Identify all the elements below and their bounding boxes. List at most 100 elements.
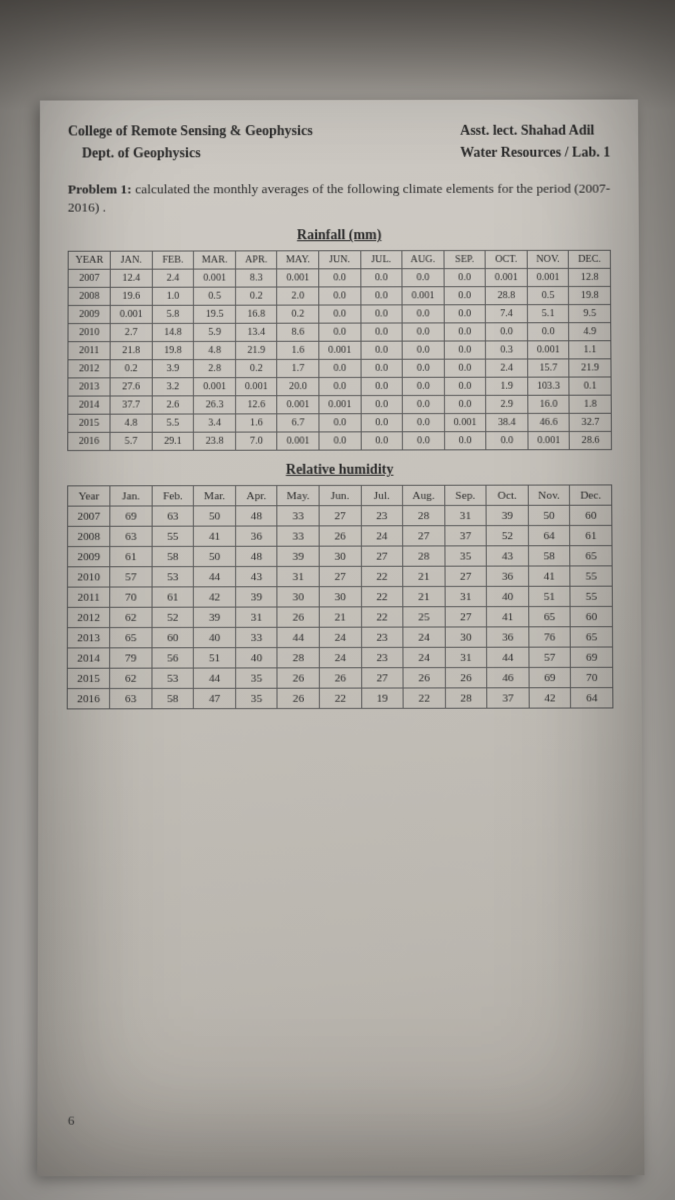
humidity-cell: 39 bbox=[486, 506, 528, 526]
humidity-cell: 58 bbox=[152, 547, 194, 567]
rainfall-col-header: DEC. bbox=[569, 251, 611, 269]
humidity-row: 2015625344352626272626466970 bbox=[67, 668, 613, 689]
humidity-cell: 40 bbox=[487, 587, 529, 607]
humidity-cell: 21 bbox=[403, 587, 445, 607]
rainfall-row: 20102.714.85.913.48.60.00.00.00.00.00.04… bbox=[68, 323, 611, 342]
rainfall-cell: 0.2 bbox=[277, 305, 319, 323]
humidity-col-header: Jun. bbox=[319, 486, 361, 506]
humidity-cell: 21 bbox=[319, 607, 361, 627]
humidity-cell: 27 bbox=[445, 607, 487, 627]
humidity-cell: 64 bbox=[571, 688, 613, 708]
page-header: College of Remote Sensing & Geophysics D… bbox=[68, 124, 610, 163]
rainfall-cell: 21.9 bbox=[235, 342, 277, 360]
humidity-cell: 2010 bbox=[67, 567, 110, 587]
humidity-cell: 27 bbox=[361, 546, 403, 566]
humidity-col-header: Year bbox=[68, 486, 110, 506]
rainfall-cell: 3.2 bbox=[152, 378, 194, 396]
humidity-cell: 22 bbox=[403, 688, 445, 708]
humidity-cell: 70 bbox=[110, 587, 152, 607]
humidity-cell: 42 bbox=[194, 587, 236, 607]
humidity-cell: 24 bbox=[403, 627, 445, 647]
rainfall-cell: 0.0 bbox=[402, 341, 444, 359]
humidity-cell: 55 bbox=[570, 566, 612, 586]
rainfall-cell: 28.8 bbox=[485, 287, 527, 305]
rainfall-col-header: MAR. bbox=[194, 251, 236, 269]
humidity-cell: 52 bbox=[486, 526, 528, 546]
humidity-cell: 50 bbox=[194, 506, 236, 526]
humidity-col-header: May. bbox=[277, 486, 319, 506]
rainfall-cell: 0.0 bbox=[444, 287, 486, 305]
humidity-cell: 65 bbox=[110, 628, 152, 648]
rainfall-cell: 0.0 bbox=[361, 396, 403, 414]
humidity-cell: 43 bbox=[486, 546, 528, 566]
rainfall-row: 201437.72.626.312.60.0010.0010.00.00.02.… bbox=[68, 396, 611, 415]
humidity-cell: 44 bbox=[194, 567, 236, 587]
humidity-cell: 79 bbox=[110, 648, 152, 668]
humidity-cell: 2014 bbox=[67, 648, 110, 668]
rainfall-cell: 0.0 bbox=[319, 378, 361, 396]
rainfall-cell: 0.5 bbox=[527, 287, 569, 305]
rainfall-cell: 0.0 bbox=[444, 378, 486, 396]
rainfall-cell: 6.7 bbox=[277, 414, 319, 432]
rainfall-cell: 13.4 bbox=[235, 324, 277, 342]
humidity-col-header: Sep. bbox=[444, 486, 486, 506]
humidity-cell: 43 bbox=[236, 567, 278, 587]
rainfall-cell: 4.8 bbox=[110, 415, 152, 433]
rainfall-cell: 37.7 bbox=[110, 396, 152, 414]
humidity-cell: 30 bbox=[445, 627, 487, 647]
rainfall-cell: 27.6 bbox=[110, 378, 152, 396]
humidity-cell: 33 bbox=[277, 506, 319, 526]
rainfall-cell: 15.7 bbox=[527, 359, 569, 377]
rainfall-cell: 1.7 bbox=[277, 360, 319, 378]
humidity-table: YearJan.Feb.Mar.Apr.May.Jun.Jul.Aug.Sep.… bbox=[67, 485, 614, 710]
rainfall-cell: 4.8 bbox=[194, 342, 236, 360]
rainfall-cell: 2013 bbox=[68, 378, 110, 396]
humidity-cell: 25 bbox=[403, 607, 445, 627]
humidity-cell: 51 bbox=[528, 587, 570, 607]
humidity-cell: 50 bbox=[528, 506, 570, 526]
humidity-cell: 26 bbox=[319, 668, 361, 688]
rainfall-cell: 7.0 bbox=[235, 432, 277, 450]
rainfall-cell: 0.001 bbox=[277, 432, 319, 450]
rainfall-cell: 0.001 bbox=[235, 378, 277, 396]
rainfall-cell: 0.0 bbox=[319, 269, 361, 287]
rainfall-col-header: YEAR bbox=[68, 252, 110, 270]
rainfall-cell: 0.0 bbox=[319, 432, 361, 450]
humidity-cell: 28 bbox=[445, 688, 487, 708]
humidity-cell: 36 bbox=[487, 566, 529, 586]
humidity-cell: 22 bbox=[361, 587, 403, 607]
humidity-cell: 58 bbox=[152, 689, 194, 709]
rainfall-cell: 0.0 bbox=[444, 323, 486, 341]
document-page: College of Remote Sensing & Geophysics D… bbox=[37, 99, 644, 1176]
rainfall-cell: 0.0 bbox=[361, 378, 403, 396]
humidity-cell: 57 bbox=[529, 648, 571, 668]
rainfall-cell: 0.0 bbox=[444, 305, 486, 323]
humidity-cell: 69 bbox=[571, 647, 613, 667]
rainfall-cell: 12.6 bbox=[235, 396, 277, 414]
rainfall-col-header: AUG. bbox=[402, 251, 444, 269]
humidity-cell: 27 bbox=[445, 567, 487, 587]
humidity-cell: 24 bbox=[319, 628, 361, 648]
rainfall-cell: 0.3 bbox=[486, 341, 528, 359]
rainfall-cell: 0.0 bbox=[361, 360, 403, 378]
rainfall-col-header: JUL. bbox=[360, 251, 402, 269]
humidity-cell: 69 bbox=[110, 506, 152, 526]
rainfall-row: 20090.0015.819.516.80.20.00.00.00.07.45.… bbox=[68, 305, 611, 324]
rainfall-cell: 0.001 bbox=[444, 414, 486, 432]
rainfall-cell: 2.8 bbox=[194, 360, 236, 378]
rainfall-cell: 0.0 bbox=[402, 414, 444, 432]
rainfall-cell: 0.5 bbox=[194, 288, 236, 306]
rainfall-cell: 12.8 bbox=[569, 269, 611, 287]
humidity-cell: 50 bbox=[194, 547, 236, 567]
humidity-cell: 41 bbox=[528, 566, 570, 586]
rainfall-cell: 0.0 bbox=[361, 414, 403, 432]
humidity-cell: 22 bbox=[361, 567, 403, 587]
humidity-cell: 48 bbox=[236, 547, 278, 567]
humidity-cell: 27 bbox=[403, 526, 445, 546]
rainfall-cell: 0.0 bbox=[319, 324, 361, 342]
humidity-cell: 21 bbox=[403, 567, 445, 587]
humidity-cell: 41 bbox=[487, 607, 529, 627]
rainfall-cell: 26.3 bbox=[194, 396, 236, 414]
humidity-cell: 60 bbox=[152, 628, 194, 648]
rainfall-cell: 0.001 bbox=[527, 341, 569, 359]
